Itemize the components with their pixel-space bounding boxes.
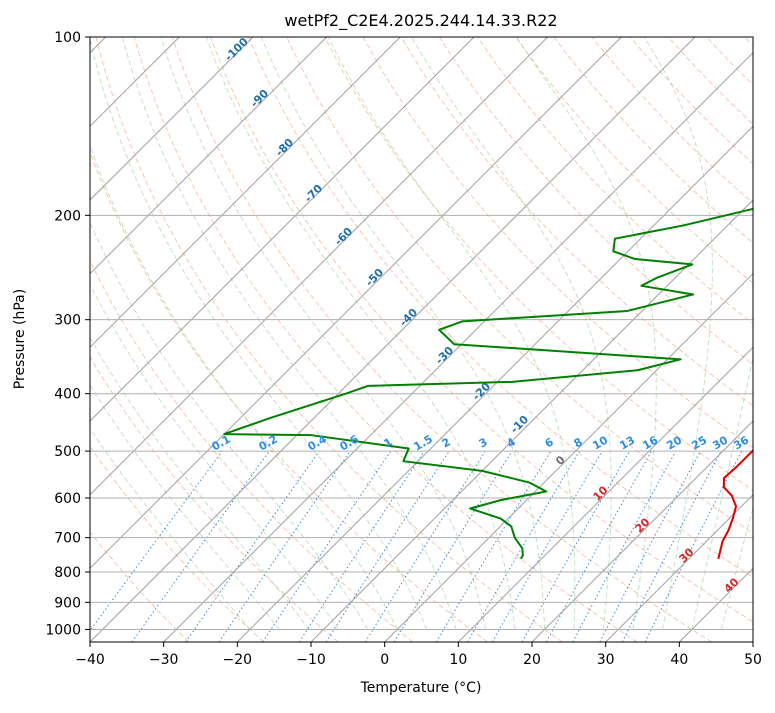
y-axis-title: Pressure (hPa): [12, 289, 28, 389]
x-axis-title: Temperature (°C): [360, 680, 482, 696]
y-tick-label: 400: [54, 387, 81, 403]
x-tick-label: 30: [597, 652, 615, 668]
chart-title: wetPf2_C2E4.2025.244.14.33.R22: [284, 11, 557, 31]
y-tick-label: 300: [54, 313, 81, 329]
y-tick-label: 200: [54, 208, 81, 224]
plot-background: [90, 37, 753, 642]
x-tick-label: −40: [75, 652, 105, 668]
x-tick-label: 50: [744, 652, 762, 668]
x-tick-label: −30: [149, 652, 179, 668]
x-tick-label: −20: [223, 652, 253, 668]
x-tick-label: 20: [523, 652, 541, 668]
y-tick-label: 800: [54, 565, 81, 581]
y-tick-label: 500: [54, 444, 81, 460]
x-tick-label: 0: [380, 652, 389, 668]
y-tick-label: 700: [54, 531, 81, 547]
y-tick-label: 1000: [45, 622, 81, 638]
y-tick-label: 600: [54, 491, 81, 507]
x-tick-label: 10: [449, 652, 467, 668]
y-tick-label: 100: [54, 30, 81, 46]
y-tick-label: 900: [54, 595, 81, 611]
x-tick-label: 40: [670, 652, 688, 668]
x-tick-label: −10: [296, 652, 326, 668]
